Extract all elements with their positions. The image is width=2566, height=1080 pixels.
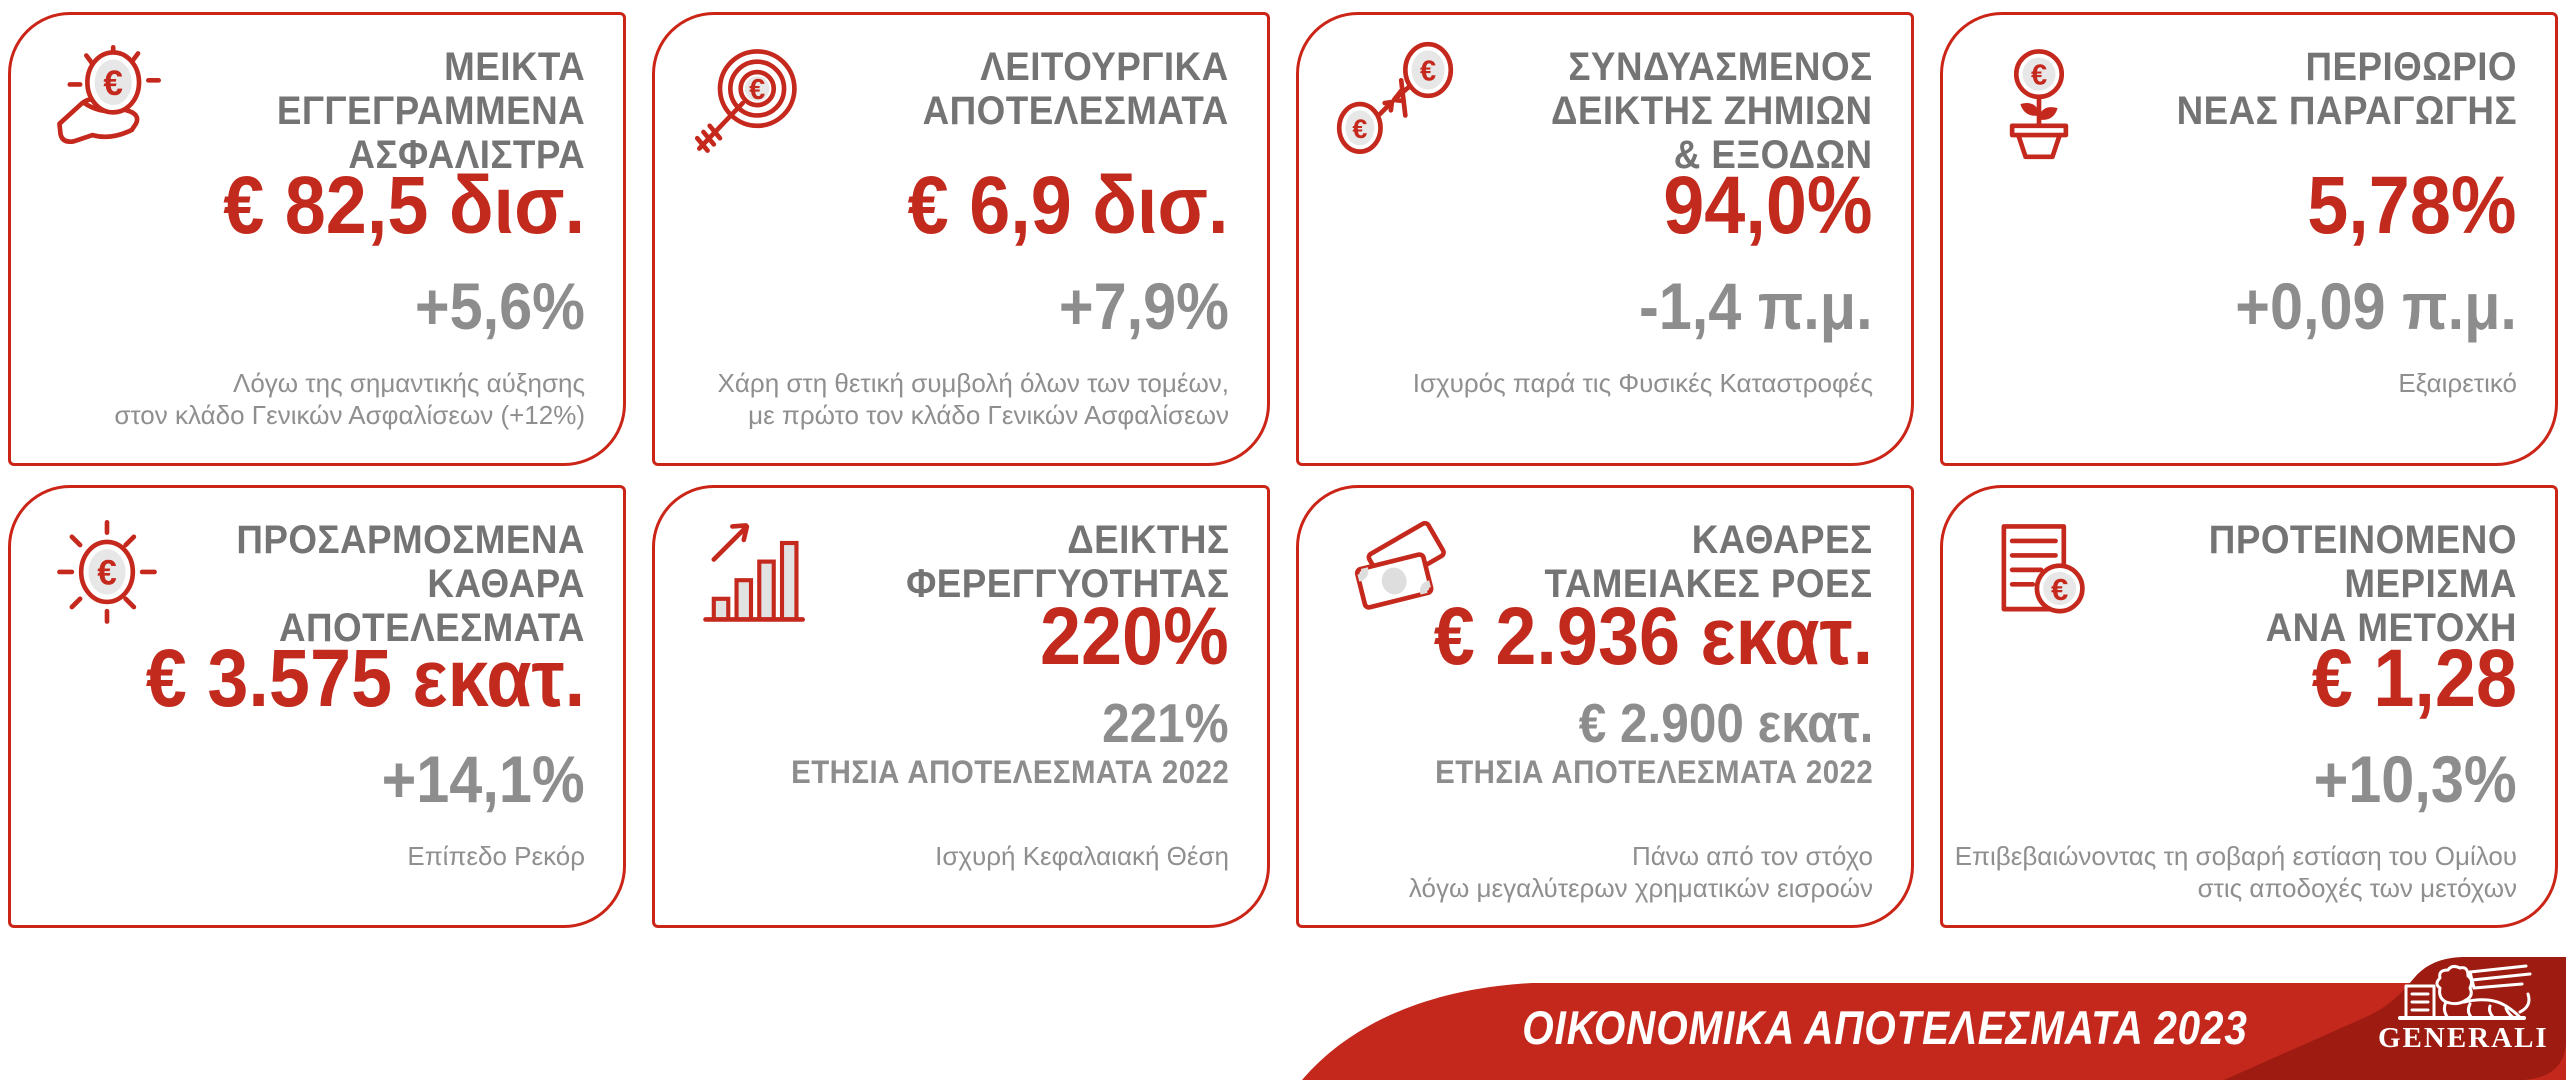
euro-plant-icon: € (2009, 49, 2069, 160)
generali-lion-logo (2398, 964, 2532, 1020)
card-solvency-ratio: ΔΕΙΚΤΗΣ ΦΕΡΕΓΓΥΟΤΗΤΑΣ 220% 221% ΕΤΗΣΙΑ Α… (652, 485, 1270, 928)
target-euro-arrow-icon: € (694, 49, 797, 153)
generali-logo-text: GENERALI (2378, 1022, 2549, 1054)
card-previous-value: € 2.900 εκατ. (1578, 692, 1873, 754)
card-value: € 82,5 δισ. (223, 160, 585, 251)
card-description: Λόγω της σημαντικής αύξησης στον κλάδο Γ… (114, 368, 585, 430)
svg-text:€: € (2031, 59, 2047, 91)
document-euro-icon: € (2001, 524, 2085, 614)
card-description: Χάρη στη θετική συμβολή όλων των τομέων,… (717, 368, 1229, 430)
card-change: -1,4 π.μ. (1639, 269, 1873, 343)
card-title: ΠΡΟΤΕΙΝΟΜΕΝΟ ΜΕΡΙΣΜΑ ΑΝΑ ΜΕΤΟΧΗ (2208, 518, 2517, 650)
card-value: € 3.575 εκατ. (145, 633, 585, 724)
shining-euro-coin-icon: € (57, 520, 157, 624)
card-description: Επιβεβαιώνοντας τη σοβαρή εστίαση του Ομ… (1954, 841, 2517, 903)
hand-euro-coin-icon: € (57, 44, 161, 144)
card-change: +7,9% (1058, 269, 1229, 343)
card-change: +14,1% (381, 742, 585, 816)
svg-text:€: € (103, 64, 123, 103)
card-previous-label: ΕΤΗΣΙΑ ΑΠΟΤΕΛΕΣΜΑΤΑ 2022 (1434, 754, 1873, 790)
euro-coins-collision-icon: € € (1336, 41, 1454, 154)
svg-text:€: € (2051, 572, 2068, 607)
card-value: 5,78% (2307, 160, 2517, 251)
card-title: ΠΡΟΣΑΡΜΟΣΜΕΝΑ ΚΑΘΑΡΑ ΑΠΟΤΕΛΕΣΜΑΤΑ (236, 518, 585, 650)
card-description: Ισχυρός παρά τις Φυσικές Καταστροφές (1412, 368, 1873, 398)
banner-swoosh-shape (1302, 983, 2566, 1080)
card-description: Επίπεδο Ρεκόρ (407, 841, 585, 871)
card-value: 220% (1040, 591, 1229, 682)
card-previous-value: 221% (1102, 692, 1229, 754)
card-change: +0,09 π.μ. (2235, 269, 2517, 343)
card-title: ΔΕΙΚΤΗΣ ΦΕΡΕΓΓΥΟΤΗΤΑΣ (905, 518, 1229, 606)
card-dividend-per-share: € ΠΡΟΤΕΙΝΟΜΕΝΟ ΜΕΡΙΣΜΑ ΑΝΑ ΜΕΤΟΧΗ € 1,28… (1940, 485, 2558, 928)
card-new-business-margin: € ΠΕΡΙΘΩΡΙΟ ΝΕΑΣ ΠΑΡΑΓΩΓΗΣ 5,78% +0,09 π… (1940, 12, 2558, 466)
card-value: € 1,28 (2311, 633, 2517, 724)
card-change: +5,6% (414, 269, 585, 343)
card-title: ΛΕΙΤΟΥΡΓΙΚΑ ΑΠΟΤΕΛΕΣΜΑΤΑ (922, 45, 1229, 133)
card-title: ΣΥΝΔΥΑΣΜΕΝΟΣ ΔΕΙΚΤΗΣ ΖΗΜΙΩΝ & ΕΞΟΔΩΝ (1551, 45, 1873, 177)
banner-title: ΟΙΚΟΝΟΜΙΚΑ ΑΠΟΤΕΛΕΣΜΑΤΑ 2023 (1522, 1001, 2248, 1054)
card-value: € 2.936 εκατ. (1433, 591, 1873, 682)
card-previous-label: ΕΤΗΣΙΑ ΑΠΟΤΕΛΕΣΜΑΤΑ 2022 (790, 754, 1229, 790)
card-operating-result: € ΛΕΙΤΟΥΡΓΙΚΑ ΑΠΟΤΕΛΕΣΜΑΤΑ € 6,9 δισ. +7… (652, 12, 1270, 466)
svg-text:€: € (1352, 114, 1367, 144)
rising-bar-chart-icon (703, 523, 805, 622)
card-title: ΚΑΘΑΡΕΣ ΤΑΜΕΙΑΚΕΣ ΡΟΕΣ (1545, 518, 1873, 606)
card-net-cash-flows: ΚΑΘΑΡΕΣ ΤΑΜΕΙΑΚΕΣ ΡΟΕΣ € 2.936 εκατ. € 2… (1296, 485, 1914, 928)
svg-text:€: € (1420, 55, 1436, 87)
card-description: Πάνω από τον στόχο λόγω μεγαλύτερων χρημ… (1408, 841, 1873, 903)
card-gross-written-premiums: € ΜΕΙΚΤΑ ΕΓΓΕΓΡΑΜΜΕΝΑ ΑΣΦΑΛΙΣΤΡΑ € 82,5 … (8, 12, 626, 466)
card-value: 94,0% (1663, 160, 1873, 251)
svg-text:€: € (97, 553, 117, 592)
card-change: +10,3% (2313, 742, 2517, 816)
card-adjusted-net-result: € ΠΡΟΣΑΡΜΟΣΜΕΝΑ ΚΑΘΑΡΑ ΑΠΟΤΕΛΕΣΜΑΤΑ € 3.… (8, 485, 626, 928)
card-title: ΠΕΡΙΘΩΡΙΟ ΝΕΑΣ ΠΑΡΑΓΩΓΗΣ (2176, 45, 2517, 133)
card-description: Ισχυρή Κεφαλαιακή Θέση (935, 841, 1229, 871)
card-title: ΜΕΙΚΤΑ ΕΓΓΕΓΡΑΜΜΕΝΑ ΑΣΦΑΛΙΣΤΡΑ (276, 45, 585, 177)
card-description: Εξαιρετικό (2398, 368, 2517, 398)
card-value: € 6,9 δισ. (908, 160, 1229, 251)
card-combined-ratio: € € ΣΥΝΔΥΑΣΜΕΝΟΣ ΔΕΙΚΤΗΣ ΖΗΜΙΩΝ & ΕΞΟΔΩΝ… (1296, 12, 1914, 466)
svg-text:€: € (749, 74, 765, 106)
banknotes-icon (1354, 520, 1446, 610)
